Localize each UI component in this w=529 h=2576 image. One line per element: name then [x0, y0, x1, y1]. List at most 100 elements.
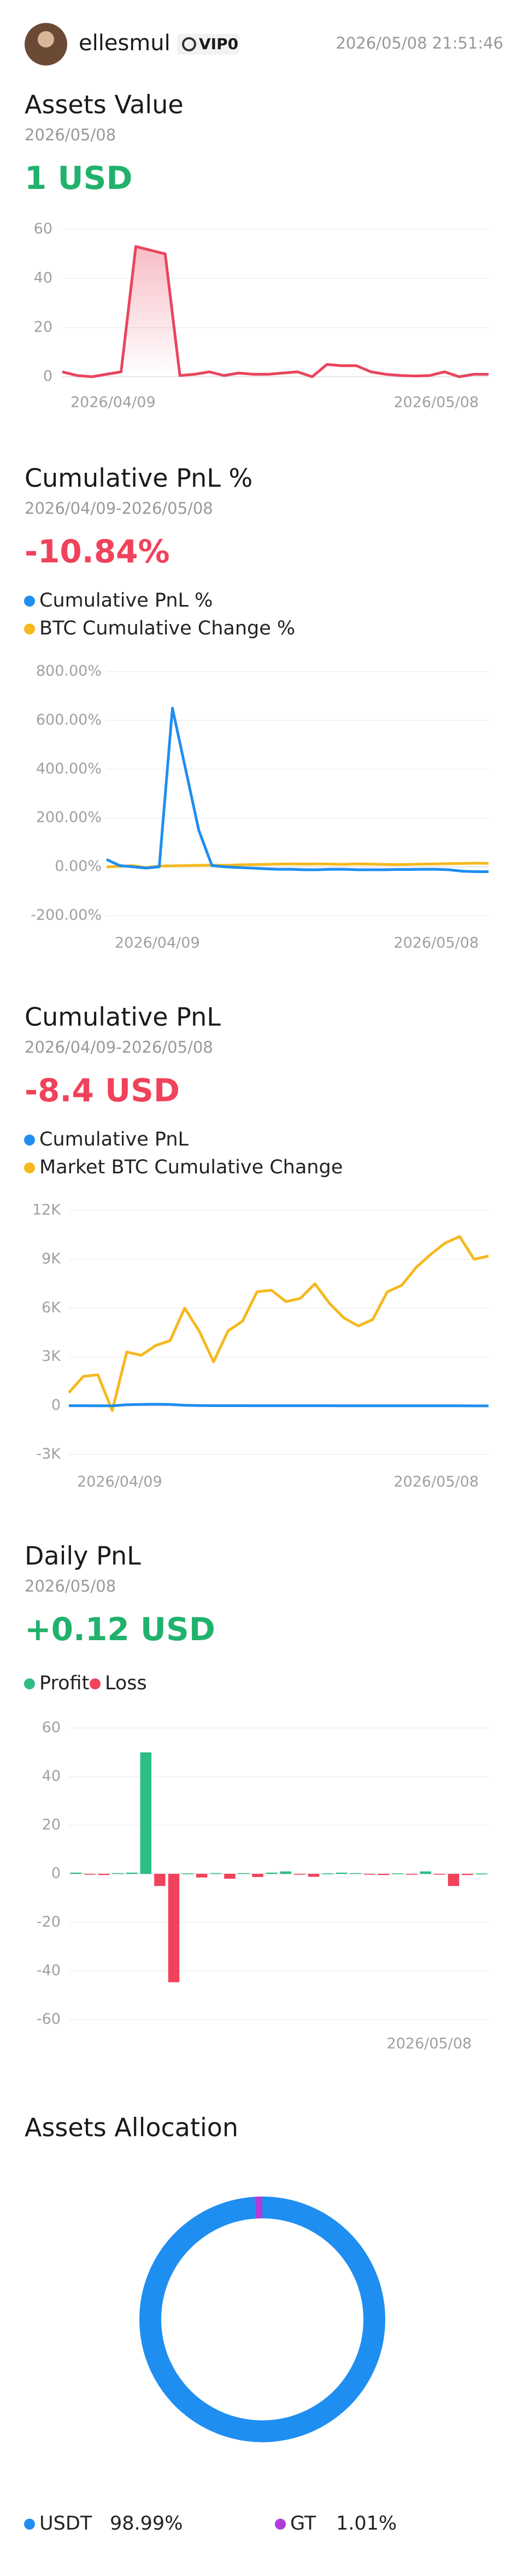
legend-dot	[24, 624, 35, 634]
y-tick-label: 0	[51, 1865, 61, 1882]
vip-icon	[182, 37, 196, 51]
line	[62, 245, 489, 378]
section-date: 2026/04/09-2026/05/08	[25, 1038, 213, 1056]
summary-value: +0.12 USD	[25, 1611, 215, 1648]
area-fill	[62, 246, 489, 377]
x-tick-label: 2026/05/08	[393, 1474, 479, 1491]
bar	[364, 1874, 375, 1875]
x-tick-label: 2026/04/09	[70, 394, 156, 411]
bar	[154, 1874, 166, 1886]
y-tick-label: 600.00%	[36, 711, 102, 728]
bar	[448, 1874, 460, 1886]
bar	[322, 1873, 333, 1874]
y-tick-label: 200.00%	[36, 809, 102, 826]
x-tick-label: 2026/05/08	[387, 2035, 472, 2052]
y-tick-label: 12K	[32, 1202, 61, 1219]
legend-dot	[275, 2519, 286, 2530]
legend-label: Profit	[39, 1672, 89, 1694]
bar	[126, 1872, 138, 1874]
header: ellesmul VIP0 2026/05/08 21:51:46	[25, 23, 503, 66]
legend-label: Loss	[105, 1672, 147, 1694]
x-tick-label: 2026/04/09	[115, 935, 200, 952]
y-tick-label: 0.00%	[55, 858, 102, 875]
legend-dot	[24, 596, 35, 607]
y-tick-label: 60	[42, 1719, 61, 1736]
line	[106, 862, 489, 869]
section-title: Assets Value	[25, 90, 184, 120]
legend-dot	[24, 1678, 35, 1689]
bar	[378, 1874, 390, 1875]
bar	[210, 1873, 222, 1874]
timestamp: 2026/05/08 21:51:46	[336, 34, 503, 52]
legend-dot	[24, 1135, 35, 1145]
bar	[252, 1874, 263, 1877]
bar	[238, 1873, 250, 1874]
y-tick-label: -60	[37, 2011, 61, 2028]
legend-label: Market BTC Cumulative Change	[39, 1156, 343, 1178]
bar	[308, 1874, 320, 1877]
legend-value: 1.01%	[336, 2513, 397, 2535]
bar	[434, 1874, 445, 1875]
legend-dot	[24, 2519, 35, 2530]
section-title: Daily PnL	[25, 1541, 141, 1571]
bar	[112, 1873, 124, 1874]
username[interactable]: ellesmul	[79, 31, 171, 56]
y-tick-label: 0	[43, 368, 52, 385]
legend-value: 98.99%	[110, 2513, 183, 2535]
summary-value: 1 USD	[25, 159, 133, 197]
legend-label: Cumulative PnL	[39, 1129, 189, 1150]
line	[68, 1403, 489, 1408]
avatar-face	[38, 31, 54, 48]
y-tick-label: -40	[37, 1962, 61, 1979]
y-tick-label: 40	[34, 270, 52, 287]
y-tick-label: 40	[42, 1768, 61, 1785]
x-tick-label: 2026/05/08	[393, 935, 479, 952]
legend-dot	[90, 1678, 101, 1689]
bar	[140, 1752, 152, 1874]
summary-value: -10.84%	[25, 533, 170, 570]
section-title: Cumulative PnL	[25, 1002, 221, 1032]
donut-segment	[139, 2197, 385, 2442]
bar	[475, 1873, 487, 1874]
y-tick-label: -20	[37, 1914, 61, 1931]
legend-label: BTC Cumulative Change %	[39, 618, 295, 639]
bar	[98, 1874, 110, 1875]
legend-label: GT	[290, 2513, 316, 2535]
bar	[224, 1874, 236, 1879]
y-tick-label: 60	[34, 221, 52, 238]
bar	[196, 1874, 208, 1878]
section-date: 2026/05/08	[25, 1577, 116, 1595]
bar	[405, 1874, 418, 1875]
bar	[182, 1873, 193, 1874]
bar	[462, 1874, 473, 1875]
bar	[70, 1872, 82, 1874]
line	[105, 707, 489, 874]
y-tick-label: -3K	[36, 1446, 61, 1463]
y-tick-label: 9K	[42, 1250, 61, 1267]
bar	[84, 1874, 96, 1875]
legend-dot	[24, 1162, 35, 1173]
y-tick-label: 20	[42, 1817, 61, 1833]
legend-label: USDT	[39, 2513, 92, 2535]
vip-label: VIP0	[199, 35, 238, 53]
y-tick-label: 0	[51, 1397, 61, 1414]
bar	[280, 1871, 292, 1874]
line	[68, 1235, 489, 1412]
bar	[294, 1874, 305, 1875]
y-tick-label: 800.00%	[36, 663, 102, 680]
x-tick-label: 2026/04/09	[77, 1474, 162, 1491]
bar	[336, 1872, 348, 1874]
section-date: 2026/04/09-2026/05/08	[25, 499, 213, 518]
y-tick-label: 6K	[42, 1299, 61, 1316]
section-title: Cumulative PnL %	[25, 464, 252, 493]
section-title: Assets Allocation	[25, 2113, 238, 2142]
y-tick-label: 20	[34, 319, 52, 336]
section-date: 2026/05/08	[25, 126, 116, 144]
bar	[266, 1872, 278, 1874]
bar	[350, 1873, 362, 1874]
x-tick-label: 2026/05/08	[393, 394, 479, 411]
bar	[420, 1871, 432, 1874]
y-tick-label: 3K	[42, 1348, 61, 1365]
bar	[392, 1873, 403, 1874]
